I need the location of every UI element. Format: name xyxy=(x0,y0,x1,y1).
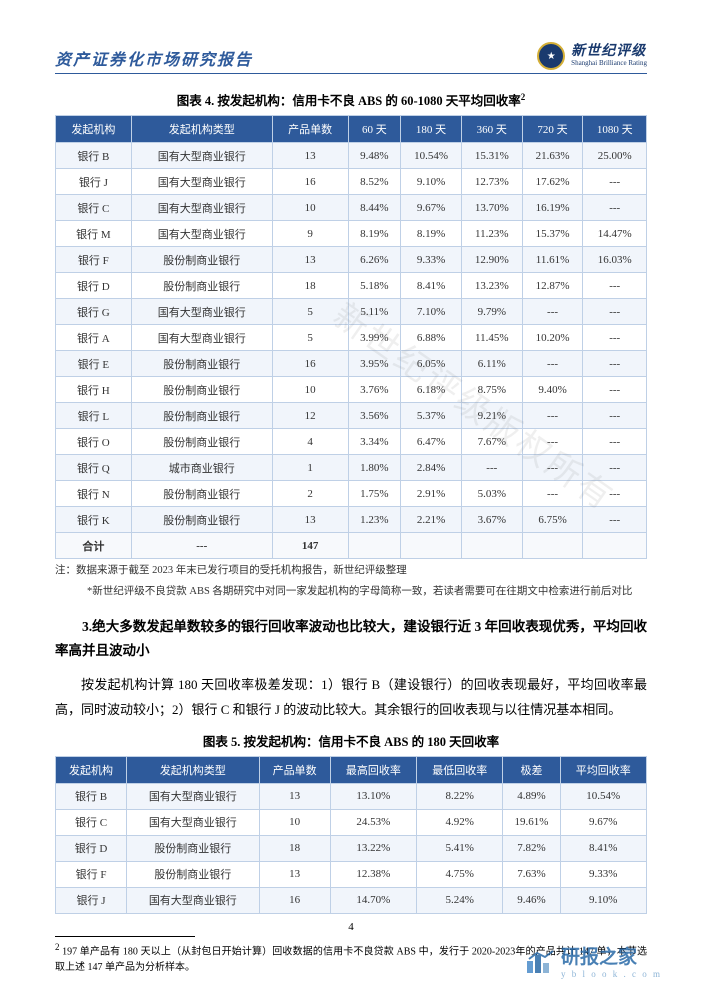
table-row: 银行 K股份制商业银行131.23%2.21%3.67%6.75%--- xyxy=(56,507,647,533)
column-header: 平均回收率 xyxy=(560,756,646,783)
page-header: 资产证券化市场研究报告 ★ 新世纪评级 Shanghai Brilliance … xyxy=(55,42,647,74)
watermark-sub: y b l o o k . c o m xyxy=(561,969,662,979)
bottom-watermark: 研报之家 y b l o o k . c o m xyxy=(527,942,662,979)
column-header: 最高回收率 xyxy=(330,756,416,783)
table-row: 银行 C国有大型商业银行1024.53%4.92%19.61%9.67% xyxy=(56,809,647,835)
table-row: 银行 B国有大型商业银行139.48%10.54%15.31%21.63%25.… xyxy=(56,143,647,169)
table-row: 银行 J国有大型商业银行1614.70%5.24%9.46%9.10% xyxy=(56,887,647,913)
column-header: 180 天 xyxy=(401,116,462,143)
table-row: 银行 O股份制商业银行43.34%6.47%7.67%------ xyxy=(56,429,647,455)
table-row: 银行 G国有大型商业银行55.11%7.10%9.79%------ xyxy=(56,299,647,325)
table-row: 银行 F股份制商业银行136.26%9.33%12.90%11.61%16.03… xyxy=(56,247,647,273)
table-row: 银行 A国有大型商业银行53.99%6.88%11.45%10.20%--- xyxy=(56,325,647,351)
table-row: 银行 M国有大型商业银行98.19%8.19%11.23%15.37%14.47… xyxy=(56,221,647,247)
table-row: 银行 E股份制商业银行163.95%6.05%6.11%------ xyxy=(56,351,647,377)
column-header: 720 天 xyxy=(522,116,583,143)
section3-body: 按发起机构计算 180 天回收率极差发现：1）银行 B（建设银行）的回收表现最好… xyxy=(55,673,647,722)
table-row: 银行 D股份制商业银行1813.22%5.41%7.82%8.41% xyxy=(56,835,647,861)
table-row: 银行 L股份制商业银行123.56%5.37%9.21%------ xyxy=(56,403,647,429)
watermark-text: 研报之家 xyxy=(561,942,662,969)
column-header: 360 天 xyxy=(461,116,522,143)
table4-note1: 注：数据来源于截至 2023 年末已发行项目的受托机构报告，新世纪评级整理 xyxy=(55,563,647,580)
chart-icon xyxy=(527,949,555,973)
brand-cn: 新世纪评级 xyxy=(571,44,647,59)
table5-caption: 图表 5. 按发起机构：信用卡不良 ABS 的 180 天回收率 xyxy=(55,731,647,750)
logo-icon: ★ xyxy=(537,42,565,70)
page-number: 4 xyxy=(0,921,702,933)
table5: 发起机构发起机构类型产品单数最高回收率最低回收率极差平均回收率 银行 B国有大型… xyxy=(55,756,647,914)
column-header: 发起机构类型 xyxy=(127,756,259,783)
table4: 发起机构发起机构类型产品单数60 天180 天360 天720 天1080 天 … xyxy=(55,115,647,559)
table-row: 银行 D股份制商业银行185.18%8.41%13.23%12.87%--- xyxy=(56,273,647,299)
table-row: 银行 B国有大型商业银行1313.10%8.22%4.89%10.54% xyxy=(56,783,647,809)
column-header: 最低回收率 xyxy=(417,756,503,783)
table-row: 银行 J国有大型商业银行168.52%9.10%12.73%17.62%--- xyxy=(56,169,647,195)
header-title: 资产证券化市场研究报告 xyxy=(55,46,253,70)
table-row: 银行 N股份制商业银行21.75%2.91%5.03%------ xyxy=(56,481,647,507)
column-header: 极差 xyxy=(503,756,560,783)
section3-heading: 3.绝大多数发起单数较多的银行回收率波动也比较大，建设银行近 3 年回收表现优秀… xyxy=(55,615,647,664)
column-header: 发起机构类型 xyxy=(131,116,272,143)
table-row: 银行 H股份制商业银行103.76%6.18%8.75%9.40%--- xyxy=(56,377,647,403)
table-row: 银行 Q城市商业银行11.80%2.84%--------- xyxy=(56,455,647,481)
column-header: 1080 天 xyxy=(583,116,647,143)
column-header: 发起机构 xyxy=(56,116,132,143)
footnote-separator xyxy=(55,936,195,937)
brand-en: Shanghai Brilliance Rating xyxy=(571,60,647,68)
table4-caption: 图表 4. 按发起机构：信用卡不良 ABS 的 60-1080 天平均回收率2 xyxy=(55,90,647,109)
column-header: 产品单数 xyxy=(272,116,348,143)
column-header: 产品单数 xyxy=(259,756,330,783)
table-row: 银行 C国有大型商业银行108.44%9.67%13.70%16.19%--- xyxy=(56,195,647,221)
column-header: 发起机构 xyxy=(56,756,127,783)
table-row: 银行 F股份制商业银行1312.38%4.75%7.63%9.33% xyxy=(56,861,647,887)
total-row: 合计---147 xyxy=(56,533,647,559)
table4-note2: *新世纪评级不良贷款 ABS 各期研究中对同一家发起机构的字母简称一致，若读者需… xyxy=(55,584,647,601)
brand: ★ 新世纪评级 Shanghai Brilliance Rating xyxy=(537,42,647,70)
column-header: 60 天 xyxy=(348,116,401,143)
